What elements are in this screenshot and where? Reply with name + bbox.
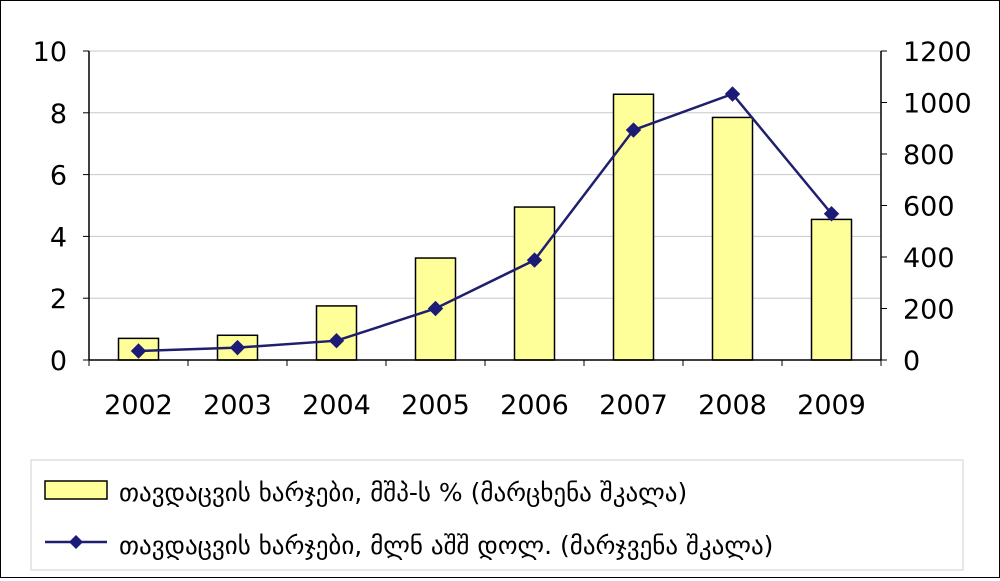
bar-2006 <box>513 206 556 361</box>
y-left-tick-label: 0 <box>50 346 67 377</box>
line-point-2004 <box>328 332 345 349</box>
y-right-tick-label: 0 <box>903 346 920 377</box>
y-right-tick-label: 600 <box>903 192 955 223</box>
line-point-2002 <box>130 343 147 359</box>
y-left-tick-label: 2 <box>50 284 67 315</box>
y-left-tick-label: 10 <box>33 37 67 68</box>
x-tick-label: 2008 <box>698 390 767 421</box>
legend-label-line: თავდაცვის ხარჯები, მლნ აშშ დოლ. (მარჯვენ… <box>119 531 773 560</box>
legend-marker-swatch <box>69 535 83 549</box>
bar-2008 <box>711 116 754 361</box>
y-right-tick-label: 1000 <box>903 89 972 120</box>
bar-2007 <box>612 93 655 361</box>
y-left-tick-label: 6 <box>50 161 67 192</box>
y-right-tick-label: 1200 <box>903 37 972 68</box>
y-left-tick-label: 4 <box>50 222 67 253</box>
x-tick-label: 2003 <box>203 390 272 421</box>
plot-area: 0 2 4 6 8 10 0 200 400 600 800 1000 1200 2002 2003 2004… <box>33 37 972 421</box>
x-tick-label: 2006 <box>500 390 569 421</box>
line-point-2007 <box>625 122 642 138</box>
y-right-tick-label: 200 <box>903 295 955 326</box>
line-point-2003 <box>229 339 246 356</box>
line-point-2008 <box>724 86 741 102</box>
y-right-tick-label: 400 <box>903 243 955 274</box>
x-tick-label: 2005 <box>401 390 470 421</box>
bar-2009 <box>810 218 853 361</box>
plot-background <box>89 51 881 360</box>
x-tick-label: 2009 <box>797 390 866 421</box>
legend-bar-swatch <box>44 480 108 500</box>
y-right-tick-label: 800 <box>903 140 955 171</box>
legend: თავდაცვის ხარჯები, მშპ-ს % (მარცხენა შკა… <box>30 459 964 571</box>
line-point-2006 <box>526 252 543 268</box>
x-tick-label: 2002 <box>104 390 173 421</box>
line-series <box>138 92 833 353</box>
legend-label-bar: თავდაცვის ხარჯები, მშპ-ს % (მარცხენა შკა… <box>119 478 687 507</box>
y-left-tick-label: 8 <box>50 99 67 130</box>
x-tick-label: 2007 <box>599 390 668 421</box>
bar-2004 <box>315 305 358 361</box>
legend-box <box>30 459 964 571</box>
x-tick-label: 2004 <box>302 390 371 421</box>
line-point-2005 <box>427 300 444 317</box>
line-point-2009 <box>823 206 840 222</box>
